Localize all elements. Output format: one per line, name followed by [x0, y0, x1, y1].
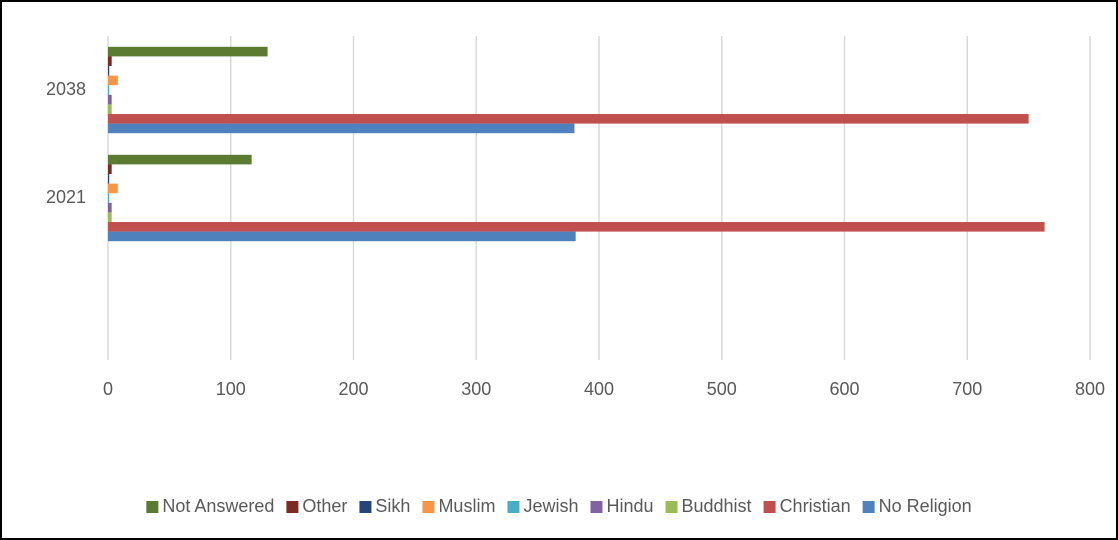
- legend-swatch: [507, 501, 520, 513]
- legend-swatch: [590, 501, 603, 513]
- bar: [108, 94, 112, 105]
- bar: [108, 193, 110, 203]
- bar: [108, 202, 112, 213]
- legend-swatch: [146, 501, 159, 513]
- bar: [108, 66, 110, 76]
- legend-swatch: [763, 501, 776, 513]
- bar: [108, 183, 118, 194]
- x-tick-label: 300: [461, 379, 491, 399]
- legend-swatch: [665, 501, 678, 513]
- x-tick-label: 700: [952, 379, 982, 399]
- bar: [108, 154, 252, 165]
- legend-label: Sikh: [375, 496, 410, 516]
- legend-label: Christian: [780, 496, 851, 516]
- bar: [108, 104, 112, 114]
- legend-label: Other: [302, 496, 347, 516]
- bar: [108, 222, 1045, 232]
- x-tick-label: 100: [216, 379, 246, 399]
- x-tick-label: 200: [338, 379, 368, 399]
- bar: [108, 56, 112, 66]
- legend-label: Jewish: [523, 496, 578, 516]
- x-tick-label: 0: [103, 379, 113, 399]
- legend-label: Hindu: [606, 496, 653, 516]
- legend-swatch: [359, 501, 372, 513]
- legend-swatch: [422, 501, 435, 513]
- bar: [108, 75, 118, 86]
- legend-swatch: [286, 501, 299, 513]
- legend-swatch: [862, 501, 875, 513]
- y-tick-label: 2021: [46, 187, 86, 207]
- bar: [108, 85, 110, 95]
- x-tick-label: 400: [584, 379, 614, 399]
- bar: [108, 212, 112, 222]
- legend-label: No Religion: [879, 496, 972, 516]
- bar: [108, 231, 576, 242]
- bar: [108, 46, 268, 57]
- bar: [108, 114, 1029, 124]
- legend-label: Muslim: [438, 496, 495, 516]
- legend-label: Buddhist: [682, 496, 752, 516]
- y-tick-label: 2038: [46, 79, 86, 99]
- x-tick-label: 600: [829, 379, 859, 399]
- bar: [108, 174, 110, 184]
- bar: [108, 123, 575, 134]
- bar: [108, 164, 112, 174]
- x-tick-label: 500: [707, 379, 737, 399]
- legend-label: Not Answered: [162, 496, 274, 516]
- x-tick-label: 800: [1075, 379, 1105, 399]
